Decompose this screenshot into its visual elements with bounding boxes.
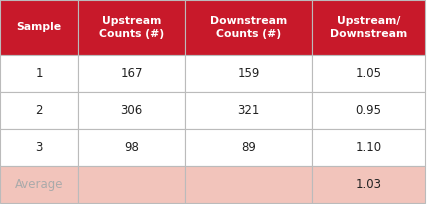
Text: Average: Average: [15, 178, 63, 191]
Bar: [78, 166, 184, 203]
Bar: [78, 129, 184, 166]
Text: Upstream/
Downstream: Upstream/ Downstream: [329, 16, 406, 39]
Bar: [184, 129, 311, 166]
Bar: [311, 166, 424, 203]
Bar: [0, 92, 78, 129]
Text: 98: 98: [124, 141, 138, 154]
Text: 167: 167: [120, 67, 142, 80]
Text: Upstream
Counts (#): Upstream Counts (#): [99, 16, 164, 39]
Bar: [311, 55, 424, 92]
Text: 0.95: 0.95: [355, 104, 381, 117]
Text: 306: 306: [120, 104, 142, 117]
Text: 1.10: 1.10: [355, 141, 381, 154]
Bar: [184, 166, 311, 203]
Text: 3: 3: [35, 141, 43, 154]
Text: 2: 2: [35, 104, 43, 117]
Text: 321: 321: [237, 104, 259, 117]
Text: 159: 159: [237, 67, 259, 80]
Text: 1: 1: [35, 67, 43, 80]
Bar: [184, 92, 311, 129]
Bar: [78, 0, 184, 55]
Bar: [0, 129, 78, 166]
Bar: [0, 166, 78, 203]
Bar: [0, 55, 78, 92]
Text: 1.03: 1.03: [355, 178, 381, 191]
Text: 89: 89: [240, 141, 255, 154]
Text: Sample: Sample: [16, 22, 62, 32]
Bar: [311, 0, 424, 55]
Bar: [78, 92, 184, 129]
Text: Downstream
Counts (#): Downstream Counts (#): [209, 16, 286, 39]
Text: 1.05: 1.05: [355, 67, 381, 80]
Bar: [311, 92, 424, 129]
Bar: [184, 55, 311, 92]
Bar: [78, 55, 184, 92]
Bar: [184, 0, 311, 55]
Bar: [311, 129, 424, 166]
Bar: [0, 0, 78, 55]
